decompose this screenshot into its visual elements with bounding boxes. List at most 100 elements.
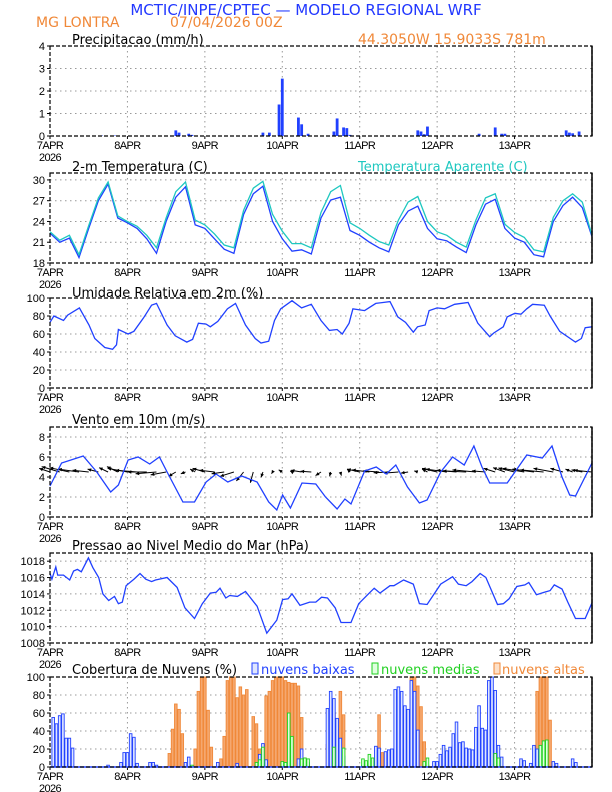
wind-vector-head [520,468,524,472]
wind-vector-head [278,469,283,474]
temperature-panel: 7APR 8APR 9APR 10APR 11APR 12APR 13APR 2026 18 21… [33,172,593,291]
legend-swatch-low [251,662,259,675]
wind-vector-head [199,468,204,473]
legend-swatch-high [493,662,501,675]
cloud-bar-high [238,686,243,768]
cloud-bar-high [548,719,552,768]
cloud-bar-low [406,708,410,768]
x-tick-label: 12APR [421,140,454,152]
cloud-bar-low [464,747,468,768]
y-tick-label: 1010 [21,622,45,634]
x-tick-label: 8APR [114,267,141,279]
y-tick-label: 60 [33,329,45,341]
pressure-title: Pressao ao Nivel Medio do Mar (hPa) [72,539,309,554]
x-tick-label: 8APR [114,647,141,659]
cloud-bar-low [390,748,394,768]
x-tick-label: 11APR [344,521,376,533]
wind-vector-head [220,473,225,477]
cloud-bar-high [228,676,233,768]
y-tick-label: 60 [33,708,45,720]
precip-bar [174,130,178,136]
cloud-bar-high [296,685,301,768]
x-tick-label: 9APR [192,521,219,533]
x-tick-label: 7APR [37,771,64,783]
x-tick-label: 8APR [114,140,141,152]
cloud-bar-low [374,745,378,768]
cloud-bar-high [245,689,249,768]
precip-bar [564,130,568,136]
y-tick-label: 30 [33,175,45,187]
cloud-bar-mid [290,735,294,768]
cloud-bar-low [403,705,407,768]
y-tick-label: 8 [39,432,45,444]
cloud-bar-low [490,676,494,768]
x-tick-label: 9APR [192,140,219,152]
cloud-bar-low [451,733,456,768]
cloud-bar-high [380,752,385,768]
wind-vector-head [550,467,555,472]
temperature-series-line [49,180,593,257]
precip-bar [342,127,345,136]
wind-vector-head [87,468,92,472]
clouds-panel: 7APR 8APR 9APR 10APR 11APR 12APR 13APR 2026 0 20 4… [27,672,593,792]
pressure-series-line [49,556,593,635]
cloud-bar-low [383,751,388,768]
cloud-bar-low [125,752,130,768]
y-tick-label: 2 [39,492,45,504]
legend-label-low: nuvens baixas [261,663,355,678]
y-tick-label: 0 [39,131,45,143]
cloud-bar-low [409,680,414,768]
x-tick-label: 7APR [37,521,64,533]
cloud-bar-low [132,736,136,768]
wind-vector-head [436,468,441,473]
precip-bar [187,133,191,136]
clouds-title: Cobertura de Nuvens (%) [72,663,237,678]
y-tick-label: 40 [33,347,45,359]
x-tick-label: 7APR [37,392,64,404]
x-tick-label: 12APR [421,647,454,659]
cloud-bar-low [445,750,449,768]
cloud-bar-low [435,761,439,768]
cloud-bar-low [264,759,268,768]
cloud-bar-mid [496,757,501,768]
wind-vector-head [533,467,538,471]
cloud-bar-low [483,729,488,768]
x-tick-label: 13APR [499,140,532,152]
main-title: MCTIC/INPE/CPTEC — MODELO REGIONAL WRF [130,1,481,19]
cloud-bar-high [251,716,255,768]
cloud-bar-low [441,744,446,768]
precip-bar [416,130,420,136]
cloud-bar-low [296,758,301,768]
precip-bar [426,126,429,136]
wind-title: Vento em 10m (m/s) [72,413,205,428]
y-tick-label: 4 [39,472,45,484]
wind-vector-head [180,470,185,475]
y-tick-label: 6 [39,452,45,464]
plot-frame [49,426,593,518]
apparent-temperature-legend: Temperatura Aparente (C) [357,160,528,175]
run-date: 07/04/2026 00Z [170,15,283,31]
wind-vector [502,467,525,473]
wind-vector-head [328,472,333,477]
cloud-bar-high [199,676,204,768]
x-year-label: 2026 [39,783,62,792]
cloud-bar-mid [493,753,497,768]
cloud-bar-low [551,761,556,768]
y-tick-label: 21 [33,237,45,249]
temperature-title: 2-m Temperatura (C) [72,160,208,175]
cloud-bar-high [167,753,172,768]
cloud-bar-mid [422,761,426,768]
cloud-bar-low [393,689,397,768]
wind-vector-head [352,468,356,473]
cloud-bar-low [57,715,62,768]
cloud-bar-high [254,723,259,768]
cloud-bar-low [416,729,420,768]
wind-vector-head [192,467,197,472]
x-tick-label: 12APR [421,771,454,783]
precip-bar [332,131,336,136]
precip-bar [280,78,284,136]
cloud-bar-low [454,721,459,768]
precip-bar [571,133,575,136]
x-tick-label: 10APR [266,771,299,783]
x-tick-label: 13APR [499,771,532,783]
